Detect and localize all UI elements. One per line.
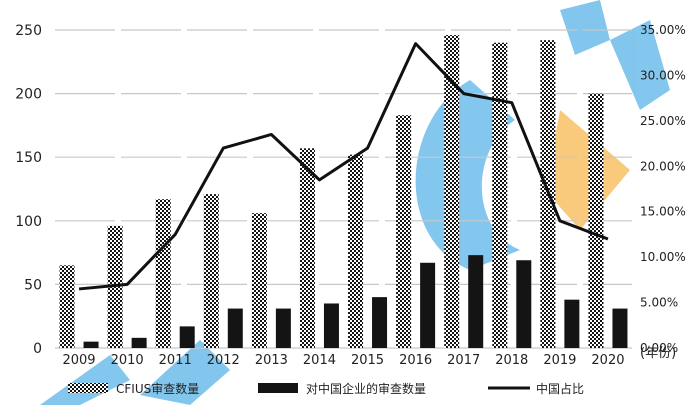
left-tick-label: 50 bbox=[24, 277, 42, 293]
x-tick-label: 2013 bbox=[255, 353, 288, 368]
cfius-review-bar bbox=[444, 35, 460, 348]
china-review-bar bbox=[323, 303, 339, 348]
x-tick-label: 2015 bbox=[351, 353, 384, 368]
right-tick-label: 0.00% bbox=[640, 341, 678, 355]
legend-bar-swatch bbox=[258, 383, 298, 393]
x-tick-label: 2010 bbox=[111, 353, 144, 368]
cfius-review-bar bbox=[396, 115, 412, 348]
right-tick-label: 20.00% bbox=[640, 159, 686, 173]
cfius-review-bar bbox=[203, 194, 219, 348]
bars bbox=[59, 35, 628, 349]
cfius-review-bar bbox=[588, 93, 604, 348]
legend: CFIUS审查数量 对中国企业的审查数量 中国占比 bbox=[68, 381, 584, 396]
legend-label: CFIUS审查数量 bbox=[116, 381, 199, 396]
left-axis: 0 50 100 150 200 250 bbox=[15, 23, 42, 357]
right-tick-label: 10.00% bbox=[640, 250, 686, 264]
china-review-bar bbox=[131, 337, 147, 348]
x-tick-label: 2012 bbox=[207, 353, 240, 368]
legend-label: 对中国企业的审查数量 bbox=[306, 381, 426, 396]
x-tick-label: 2019 bbox=[543, 353, 576, 368]
legend-bar-swatch bbox=[68, 383, 108, 393]
china-review-bar bbox=[275, 308, 291, 348]
left-tick-label: 150 bbox=[15, 150, 42, 166]
china-review-bar bbox=[564, 299, 580, 348]
cfius-review-bar bbox=[299, 148, 315, 348]
china-review-bar bbox=[227, 308, 243, 348]
right-tick-label: 25.00% bbox=[640, 114, 686, 128]
share-line bbox=[78, 42, 609, 291]
cfius-review-bar bbox=[492, 42, 508, 348]
legend-label: 中国占比 bbox=[536, 381, 584, 396]
x-tick-label: 2009 bbox=[62, 353, 95, 368]
china-share-line bbox=[78, 42, 609, 291]
left-tick-label: 200 bbox=[15, 87, 42, 103]
x-tick-label: 2014 bbox=[303, 353, 336, 368]
x-tick-label: 2016 bbox=[399, 353, 432, 368]
right-axis: 0.00% 5.00% 10.00% 15.00% 20.00% 25.00% 30.00%… bbox=[640, 23, 686, 355]
right-tick-label: 5.00% bbox=[640, 296, 678, 310]
china-review-bar bbox=[612, 308, 628, 348]
x-tick-label: 2018 bbox=[495, 353, 528, 368]
china-review-bar bbox=[372, 297, 388, 348]
china-review-bar bbox=[468, 255, 484, 348]
right-tick-label: 15.00% bbox=[640, 205, 686, 219]
right-tick-label: 30.00% bbox=[640, 68, 686, 82]
x-unit-label: (年份) bbox=[640, 346, 676, 361]
cfius-review-bar bbox=[59, 265, 75, 348]
cfius-review-bar bbox=[155, 199, 171, 348]
left-tick-label: 250 bbox=[15, 23, 42, 39]
right-tick-label: 35.00% bbox=[640, 23, 686, 37]
left-tick-label: 0 bbox=[33, 341, 42, 357]
china-review-bar bbox=[83, 341, 99, 348]
x-tick-label: 2017 bbox=[447, 353, 480, 368]
left-tick-label: 100 bbox=[15, 214, 42, 230]
china-review-bar bbox=[179, 326, 195, 348]
cfius-review-bar bbox=[348, 154, 364, 348]
gridlines bbox=[55, 29, 632, 349]
x-tick-label: 2011 bbox=[159, 353, 192, 368]
china-review-bar bbox=[420, 262, 436, 348]
x-axis: 2009 2010 2011 2012 2013 2014 2015 2016 2017 2018… bbox=[62, 353, 624, 368]
x-tick-label: 2020 bbox=[591, 353, 624, 368]
cfius-review-bar bbox=[251, 213, 267, 348]
china-review-bar bbox=[516, 260, 532, 348]
